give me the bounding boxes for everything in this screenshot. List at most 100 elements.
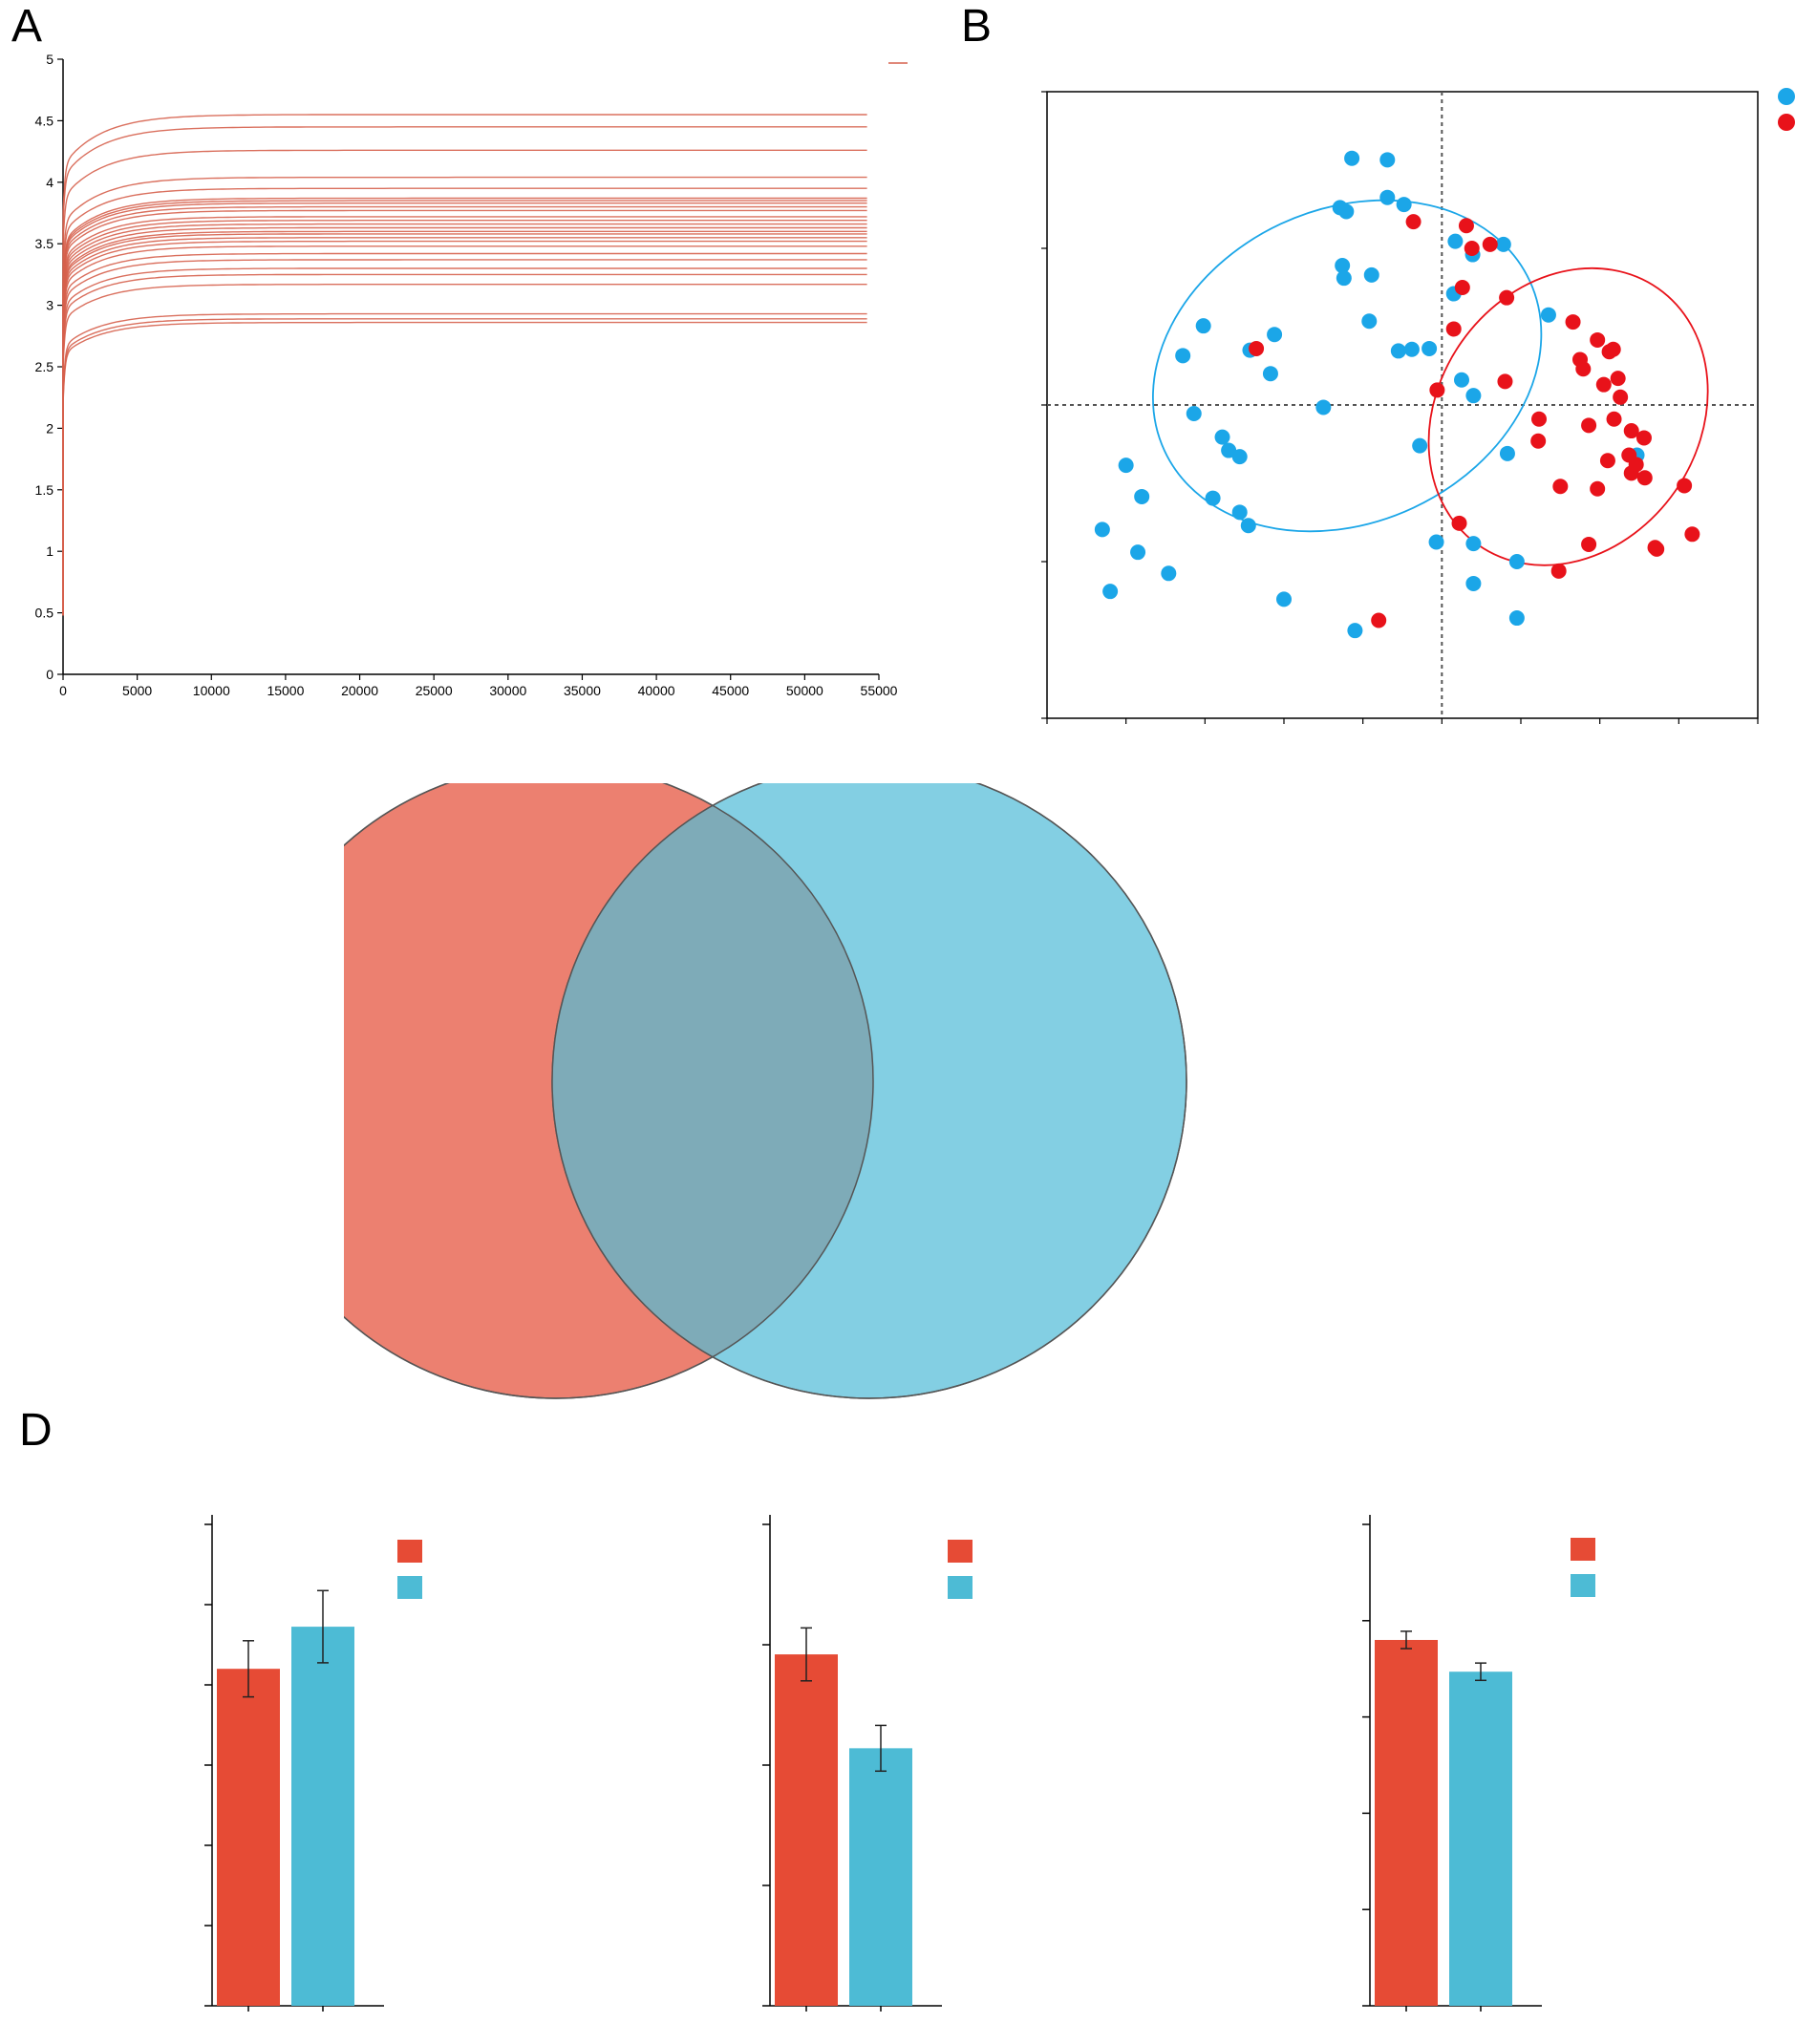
point-l (1267, 327, 1283, 343)
x-tick-label: 5000 (122, 683, 152, 698)
y-tick-label: 5 (46, 52, 53, 67)
point-m (1635, 430, 1652, 446)
point-l (1396, 197, 1412, 213)
point-m (1677, 478, 1693, 494)
point-l (1412, 437, 1428, 454)
venn-outline-m (344, 783, 874, 1399)
x-tick-label: 25000 (416, 683, 453, 698)
legend-marker-l (1778, 88, 1795, 105)
y-tick-label: 2 (46, 420, 53, 436)
point-m (1530, 433, 1547, 449)
point-m (1581, 417, 1597, 434)
x-tick-label: 45000 (712, 683, 749, 698)
point-m (1550, 563, 1567, 579)
point-l (1161, 565, 1177, 582)
point-m (1552, 479, 1569, 495)
point-m (1531, 411, 1548, 427)
point-l (1214, 429, 1230, 445)
point-m (1623, 423, 1639, 439)
bar-l (291, 1627, 354, 2006)
point-l (1344, 150, 1360, 166)
point-l (1094, 522, 1110, 538)
point-m (1497, 373, 1513, 390)
bar-m (217, 1669, 280, 2006)
point-m (1445, 321, 1462, 337)
venn-overlap (552, 783, 873, 1398)
rarefaction-curve (62, 209, 867, 616)
point-l (1422, 340, 1438, 356)
y-tick-label: 1 (46, 543, 53, 559)
x-tick-label: 10000 (193, 683, 230, 698)
point-l (1102, 584, 1119, 600)
y-tick-label: 4.5 (35, 113, 54, 128)
rarefaction-curve (62, 197, 867, 616)
y-tick-label: 1.5 (35, 482, 54, 498)
point-m (1575, 361, 1592, 377)
point-l (1428, 534, 1444, 550)
y-tick-label: 3 (46, 298, 53, 313)
point-l (1338, 203, 1355, 220)
venn-diagram (344, 783, 1187, 1399)
rarefaction-curve (62, 318, 867, 616)
rarefaction-curve (62, 216, 867, 616)
point-m (1605, 341, 1621, 357)
rarefaction-curve (62, 284, 867, 616)
rarefaction-curve (62, 219, 867, 616)
point-l (1454, 372, 1469, 388)
venn-outline-l (551, 783, 1187, 1399)
rarefaction-curve (62, 312, 867, 616)
point-l (1465, 388, 1482, 404)
point-l (1205, 490, 1221, 506)
confidence-ellipse-m (1427, 266, 1709, 566)
x-tick-label: 30000 (489, 683, 526, 698)
pcoa-chart (1041, 88, 1795, 724)
y-tick-label: 4 (46, 175, 53, 190)
x-tick-label: 20000 (341, 683, 378, 698)
point-l (1495, 236, 1511, 252)
y-tick-label: 2.5 (35, 359, 54, 374)
point-m (1610, 371, 1626, 387)
rarefaction-curve (62, 187, 867, 616)
point-l (1508, 554, 1525, 569)
point-m (1499, 289, 1515, 306)
point-l (1262, 366, 1278, 382)
point-m (1458, 218, 1474, 234)
point-l (1175, 348, 1191, 364)
point-l (1134, 488, 1150, 504)
rarefaction-curve (62, 202, 867, 616)
rarefaction-curve (62, 149, 867, 616)
point-m (1405, 214, 1422, 230)
point-m (1451, 515, 1467, 531)
rarefaction-curve (62, 205, 867, 616)
rarefaction-curve (62, 223, 867, 616)
simpson-bar-chart (204, 1515, 422, 2012)
point-l (1186, 406, 1202, 422)
rarefaction-curve (62, 252, 867, 616)
legend-marker-m (1778, 114, 1795, 131)
point-l (1363, 266, 1379, 283)
point-m (1628, 457, 1644, 473)
point-l (1465, 575, 1482, 591)
point-l (1540, 307, 1556, 323)
point-l (1195, 318, 1211, 334)
point-l (1231, 449, 1248, 465)
legend-swatch-l (1571, 1574, 1595, 1597)
point-l (1379, 189, 1396, 205)
panel-label-b: B (961, 1, 993, 52)
bar-m (1375, 1639, 1438, 2006)
shannon-bar-chart (1362, 1515, 1595, 2012)
point-m (1599, 453, 1615, 469)
point-m (1371, 612, 1387, 628)
confidence-ellipse-l (1152, 199, 1543, 533)
point-m (1590, 480, 1606, 497)
point-m (1482, 236, 1498, 252)
point-l (1379, 152, 1396, 168)
legend-swatch-l (948, 1576, 973, 1599)
shannon-curves-chart: 0 0.5 1 1.5 2 2.5 3 3.5 4 4.5 5 0 5000 10000 15000 2000… (35, 52, 908, 698)
rarefaction-curve (62, 114, 867, 616)
x-tick-label: 55000 (861, 683, 898, 698)
point-l (1130, 544, 1146, 561)
point-l (1347, 623, 1363, 639)
point-m (1581, 536, 1597, 552)
point-l (1390, 343, 1406, 359)
